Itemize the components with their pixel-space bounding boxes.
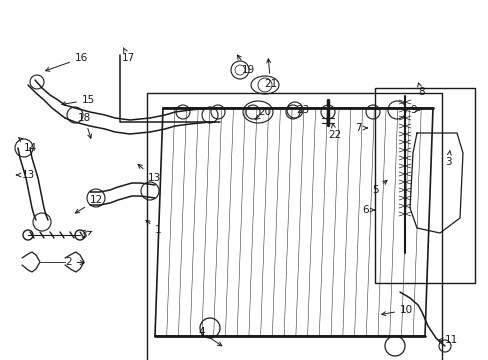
Text: 4: 4 [198, 327, 222, 346]
Text: 10: 10 [381, 305, 412, 316]
Text: 3: 3 [80, 230, 92, 240]
Text: 15: 15 [61, 95, 95, 106]
Text: 13: 13 [138, 165, 161, 183]
Text: 9: 9 [409, 105, 419, 115]
Text: 6: 6 [361, 205, 374, 215]
Text: 12: 12 [75, 195, 103, 213]
Text: 3: 3 [444, 151, 451, 167]
Text: 20: 20 [255, 107, 270, 120]
Text: 22: 22 [327, 124, 341, 140]
Text: 23: 23 [295, 105, 308, 115]
Bar [374, 88, 474, 283]
Text: 13: 13 [17, 170, 35, 180]
Text: 1: 1 [146, 220, 162, 235]
Text: 19: 19 [237, 55, 255, 75]
Text: 18: 18 [78, 113, 91, 138]
Text: 14: 14 [19, 138, 37, 153]
Text: 5: 5 [371, 180, 386, 195]
Text: 7: 7 [354, 123, 366, 133]
Text: 16: 16 [45, 53, 88, 71]
Text: 11: 11 [438, 335, 457, 345]
Text: 17: 17 [122, 48, 135, 63]
Text: 8: 8 [417, 83, 424, 97]
Text: 21: 21 [264, 59, 277, 89]
Text: 2: 2 [65, 257, 84, 267]
Bar [147, 93, 441, 360]
